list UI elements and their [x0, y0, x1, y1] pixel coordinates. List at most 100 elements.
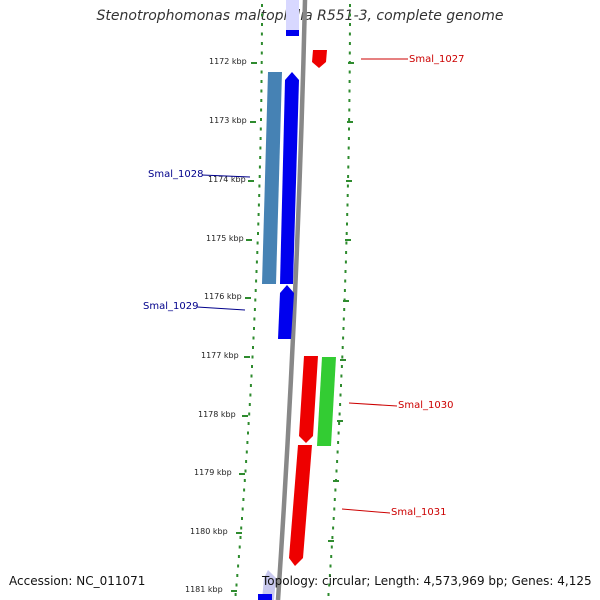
gc-dot: [348, 108, 351, 112]
leader-line-smal-1028: [201, 174, 251, 178]
gc-dot: [348, 42, 351, 45]
gc-dot: [340, 365, 343, 368]
ruler-tick-label: 1175 kbp: [206, 234, 244, 243]
gc-dot: [345, 241, 348, 245]
gc-dot: [243, 479, 246, 482]
ruler-tick: [340, 359, 346, 361]
gc-dot: [338, 422, 341, 425]
gc-dot: [260, 80, 263, 83]
gc-dot: [259, 127, 262, 131]
gc-dot: [345, 251, 348, 254]
gc-dot: [260, 32, 263, 36]
gc-dot: [328, 583, 331, 587]
gc-dot: [336, 450, 339, 454]
gc-dot: [257, 213, 260, 216]
gc-dot: [250, 374, 253, 378]
gc-dot: [260, 99, 263, 102]
gc-dot: [260, 61, 263, 64]
gc-dot: [340, 384, 342, 387]
gc-dot: [261, 13, 263, 17]
ruler-tick-label: 1181 kbp: [185, 585, 223, 594]
gc-dot: [347, 156, 350, 159]
gc-dot: [344, 260, 347, 264]
ruler-tick: [236, 532, 242, 534]
gc-dot: [258, 175, 261, 178]
gc-dot: [241, 507, 244, 511]
gc-dot: [349, 4, 351, 7]
gc-dot: [331, 536, 334, 539]
gc-dot: [256, 241, 259, 245]
gc-dot: [349, 13, 351, 17]
gc-dot: [329, 564, 332, 568]
ruler-tick: [343, 300, 349, 302]
gc-dot: [339, 403, 342, 406]
gc-dot: [251, 365, 253, 368]
gc-dot: [257, 222, 260, 226]
gc-dot-track-left: [234, 4, 263, 596]
gc-dot: [261, 4, 263, 7]
gc-dot: [260, 42, 263, 45]
gc-dot: [341, 355, 344, 359]
ruler-tick: [242, 415, 248, 417]
leader-line-smal-1030: [348, 402, 398, 407]
gc-dot: [348, 127, 350, 131]
gc-dot: [346, 194, 349, 197]
gc-dot: [259, 156, 262, 159]
gc-dot: [252, 336, 255, 340]
gc-dot: [342, 317, 345, 321]
gene-feature-top-edge-fade: [286, 0, 299, 30]
gc-dot: [327, 593, 330, 596]
gc-dot: [253, 308, 256, 311]
ruler-tick-label: 1178 kbp: [198, 410, 236, 419]
gc-dot: [254, 298, 257, 302]
gc-dot: [348, 51, 351, 55]
gc-dot: [347, 175, 350, 178]
gc-dot: [240, 526, 243, 530]
gene-feature-bottom-edge-solid: [258, 594, 272, 600]
ruler-right: [328, 62, 354, 542]
genome-backbone: [275, 0, 308, 600]
gc-dot: [258, 165, 261, 169]
gc-dot: [253, 317, 256, 321]
gene-feature-smal-1029: [278, 285, 294, 339]
gc-dot: [249, 393, 252, 397]
ruler-tick: [239, 473, 245, 475]
gc-dot: [344, 279, 347, 283]
gc-dot: [237, 555, 240, 558]
gc-dot: [343, 289, 346, 292]
leader-line-smal-1031: [341, 508, 391, 514]
genome-summary: Topology: circular; Length: 4,573,969 bp…: [262, 574, 592, 588]
gc-dot: [245, 460, 248, 463]
ruler-tick: [246, 239, 252, 241]
ruler-tick-label: 1174 kbp: [208, 175, 246, 184]
ruler-tick: [333, 480, 339, 482]
gc-dot: [236, 574, 239, 577]
gc-dot: [339, 393, 342, 397]
gc-dot: [239, 536, 242, 539]
gc-dot: [338, 412, 341, 416]
gc-dot: [238, 545, 241, 549]
gc-dot: [348, 80, 351, 83]
ruler-tick-label: 1179 kbp: [194, 468, 232, 477]
ruler-tick: [251, 62, 257, 64]
ruler-tick: [345, 239, 351, 241]
gc-dot: [343, 308, 346, 311]
ruler-tick-label: 1172 kbp: [209, 57, 247, 66]
gc-dot: [257, 203, 260, 207]
gc-dot: [256, 251, 259, 254]
gc-dot: [261, 23, 263, 26]
ruler-tick: [347, 121, 353, 123]
gene-label-smal-1031: Smal_1031: [391, 507, 446, 518]
gc-dot: [340, 374, 343, 378]
gc-dot: [242, 498, 245, 501]
gc-dot: [348, 118, 351, 121]
gc-dot: [348, 89, 351, 93]
gc-dot-track-right: [327, 4, 351, 596]
gc-dot: [260, 108, 263, 112]
ruler-tick: [248, 180, 254, 182]
ruler-tick: [250, 121, 256, 123]
gc-dot: [333, 498, 336, 501]
gc-dot: [328, 574, 331, 577]
gc-dot: [246, 441, 249, 444]
